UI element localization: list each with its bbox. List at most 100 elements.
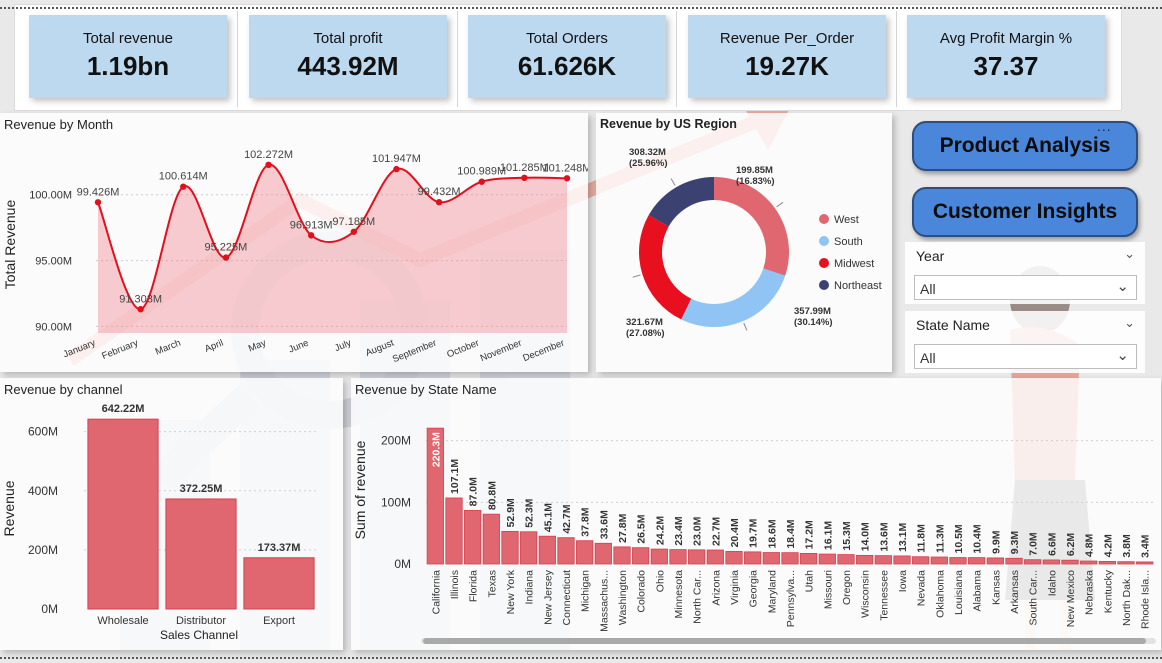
kpi-card-total-profit: Total profit 443.92M xyxy=(249,15,447,98)
bar xyxy=(165,498,237,610)
data-label-pct: (30.14%) xyxy=(794,317,833,328)
data-label: 9.3M xyxy=(1009,531,1021,555)
data-point xyxy=(180,183,187,190)
x-tick-label: Michigan xyxy=(580,570,592,612)
pie-slice xyxy=(648,177,714,227)
x-tick-label: October xyxy=(445,338,480,361)
x-tick-label: Massachus... xyxy=(598,570,610,632)
x-tick-label: Illinois xyxy=(449,570,461,599)
x-tick-label: New Jersey xyxy=(542,569,554,625)
data-label: 13.1M xyxy=(897,522,909,551)
kpi-card-total-orders: Total Orders 61.626K xyxy=(468,15,666,98)
legend-label: Midwest xyxy=(834,258,874,270)
data-label: 4.8M xyxy=(1084,533,1096,557)
slicer-title: Year xyxy=(916,248,945,264)
bar xyxy=(87,418,159,610)
kpi-card-revenue-per-order: Revenue Per_Order 19.27K xyxy=(688,15,886,98)
legend-marker xyxy=(819,258,829,268)
x-tick-label: Utah xyxy=(804,570,816,592)
revenue-by-region-panel: Revenue by US Region 357.99M (30.14%) West… xyxy=(596,113,892,372)
bar xyxy=(725,551,743,565)
leader-line xyxy=(743,322,748,331)
data-label: 99.426M xyxy=(77,186,120,198)
kpi-value: 1.19bn xyxy=(86,51,170,81)
customer-insights-label: Customer Insights xyxy=(932,200,1118,223)
chart-title: Revenue by State Name xyxy=(355,382,497,397)
data-label: 24.2M xyxy=(654,516,666,545)
bar xyxy=(576,540,594,565)
data-label-pct: (27.08%) xyxy=(626,328,665,339)
data-label: 220.3M xyxy=(430,432,442,467)
x-tick-label: Distributor xyxy=(176,615,226,627)
data-label: 19.7M xyxy=(748,518,760,547)
bar xyxy=(781,552,799,565)
bar xyxy=(856,554,874,565)
kpi-card-total-revenue: Total revenue 1.19bn xyxy=(29,15,227,98)
x-tick-label: Washington xyxy=(617,570,629,625)
data-label: 642.22M xyxy=(102,403,145,415)
data-point xyxy=(393,165,400,173)
data-label: 10.5M xyxy=(953,524,965,553)
y-tick-label: 200M xyxy=(28,543,58,557)
x-tick-label: Tennessee xyxy=(878,570,890,621)
collapse-chevron-icon[interactable]: ⌄ xyxy=(1124,246,1135,261)
bar xyxy=(912,556,930,565)
data-label: 6.2M xyxy=(1065,533,1077,557)
data-point xyxy=(521,174,528,182)
data-label: 101.947M xyxy=(372,153,421,165)
revenue-by-channel-panel: Revenue by channel 0M 200M 400M 600M Revenue… xyxy=(0,378,343,650)
pie-slice xyxy=(681,268,786,327)
product-analysis-button[interactable]: Product Analysis xyxy=(912,121,1138,171)
kpi-divider xyxy=(237,11,238,107)
data-label: 23.4M xyxy=(673,516,685,545)
x-tick-label: Kentucky xyxy=(1102,569,1114,613)
kpi-divider xyxy=(896,11,897,107)
x-tick-label: November xyxy=(479,338,524,365)
customer-insights-button[interactable]: Customer Insights xyxy=(912,187,1138,237)
bar xyxy=(557,537,575,565)
data-point xyxy=(435,199,443,206)
data-label: 10.4M xyxy=(972,524,984,553)
data-point xyxy=(137,306,144,313)
y-tick-label: 0M xyxy=(394,557,411,571)
x-tick-label: Wisconsin xyxy=(860,570,872,618)
x-tick-label: Oklahoma xyxy=(934,570,946,618)
state-name-slicer: State Name ⌄ All ⌄ xyxy=(905,311,1145,373)
y-tick-label: 0M xyxy=(41,602,58,616)
collapse-chevron-icon[interactable]: ⌄ xyxy=(1124,315,1135,330)
x-tick-label: Florida xyxy=(468,570,480,602)
x-tick-label: September xyxy=(391,338,438,366)
revenue-by-channel-chart: 0M 200M 400M 600M Revenue 642.22M Wholesale 372… xyxy=(1,403,318,642)
data-label: 99.432M xyxy=(418,186,461,198)
data-label: 7.0M xyxy=(1028,532,1040,556)
more-options-icon[interactable]: ... xyxy=(1097,118,1112,134)
x-tick-label: Connecticut xyxy=(561,570,573,626)
data-label: 4.2M xyxy=(1102,534,1114,558)
data-point xyxy=(265,161,272,169)
bar xyxy=(818,553,836,565)
x-tick-label: Export xyxy=(263,615,295,627)
year-dropdown[interactable]: All ⌄ xyxy=(914,275,1137,300)
pie-slice xyxy=(639,215,692,320)
chevron-down-icon: ⌄ xyxy=(1116,347,1129,364)
data-label: 18.4M xyxy=(785,519,797,548)
legend-label: South xyxy=(834,236,863,248)
state-dropdown[interactable]: All ⌄ xyxy=(914,344,1137,369)
bar xyxy=(968,557,986,565)
y-tick-label: 100M xyxy=(381,495,411,509)
y-tick-label: 200M xyxy=(381,434,411,448)
data-label: 372.25M xyxy=(180,483,223,495)
data-label: 42.7M xyxy=(561,504,573,533)
data-label: 18.6M xyxy=(766,519,778,548)
kpi-label: Total Orders xyxy=(526,30,608,47)
area-fill xyxy=(98,164,567,333)
x-tick-label: Alabama xyxy=(972,570,984,612)
data-label: 97.185M xyxy=(332,216,375,228)
year-slicer: Year ⌄ All ⌄ xyxy=(905,242,1145,304)
data-label: 100.614M xyxy=(159,171,208,183)
revenue-by-month-chart: 90.00M 95.00M 100.00M Total Revenue 99.426M J… xyxy=(2,149,588,366)
data-label: 96.913M xyxy=(290,219,333,231)
x-tick-label: Nebraska xyxy=(1084,570,1096,615)
data-label: 52.9M xyxy=(505,498,517,527)
y-axis-label: Total Revenue xyxy=(2,200,18,290)
